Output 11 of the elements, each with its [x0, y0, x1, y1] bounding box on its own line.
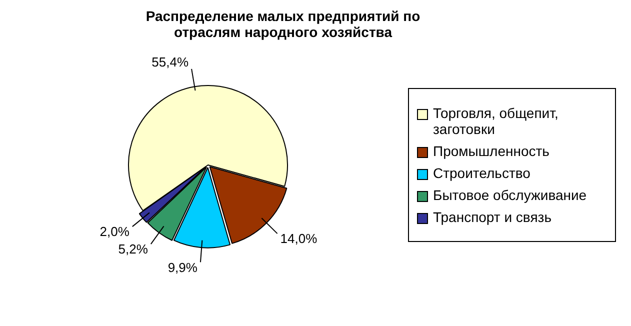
- data-label: 55,4%: [152, 54, 189, 70]
- data-label: 14,0%: [280, 231, 318, 246]
- data-label: 5,2%: [118, 242, 148, 257]
- legend-label: Бытовое обслуживание: [433, 187, 587, 203]
- chart-title: Распределение малых предприятий по отраслям народного хозяйства: [144, 8, 422, 40]
- data-label: 9,9%: [168, 260, 198, 275]
- data-label: 2,0%: [100, 224, 130, 240]
- legend-label: Строительство: [433, 165, 530, 181]
- legend-label: Торговля, общепит, заготовки: [433, 105, 560, 137]
- legend-label: Транспорт и связь: [433, 209, 552, 225]
- legend-label: Промышленность: [433, 143, 550, 159]
